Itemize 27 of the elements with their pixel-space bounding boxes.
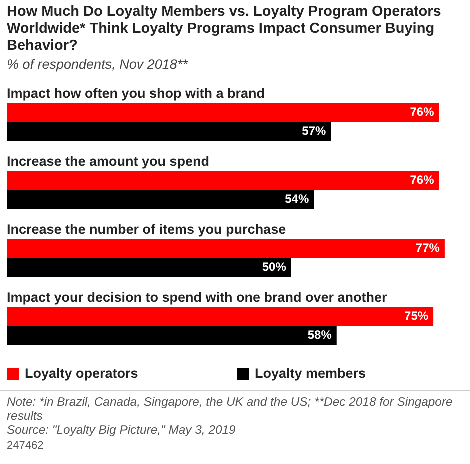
- data-label: 58%: [308, 328, 332, 342]
- bar: [7, 102, 440, 122]
- text: 247462: [7, 439, 45, 453]
- text: Note: *in Brazil, Canada, Singapore, the UK and the US; **Dec 2018 for Singapore results: [7, 395, 454, 423]
- bar: [7, 238, 445, 258]
- chart-title: How Much Do Loyalty Members vs. Loyalty Program Operators Worldwide* Think Loyalty Programs Impact Consumer Buying Behavior?: [7, 4, 442, 55]
- data-label: 76%: [410, 172, 435, 187]
- data-label: 50%: [262, 260, 287, 274]
- bar: [7, 170, 440, 190]
- data-label: 77%: [416, 240, 440, 255]
- bar: [7, 306, 434, 326]
- y-tick-label: Impact how often you shop with a brand: [7, 86, 266, 101]
- y-tick-label: Increase the amount you spend: [7, 154, 210, 169]
- y-tick-label: Impact your decision to spend with one brand over another: [7, 290, 388, 305]
- legend-label: Loyalty operators: [25, 366, 138, 381]
- bar: [7, 190, 314, 210]
- source-note: Source: "Loyalty Big Picture," May 3, 2019: [7, 423, 237, 437]
- bar: [7, 122, 332, 142]
- y-tick-label: Increase the number of items you purchase: [7, 222, 287, 237]
- bar: [7, 258, 292, 278]
- data-label: 57%: [302, 124, 327, 138]
- chart-subtitle: % of respondents, Nov 2018**: [7, 57, 188, 72]
- data-label: 54%: [285, 192, 310, 206]
- bar: [7, 326, 337, 346]
- data-label: 76%: [410, 104, 435, 119]
- legend-label: Loyalty members: [255, 366, 366, 381]
- data-label: 75%: [404, 308, 429, 323]
